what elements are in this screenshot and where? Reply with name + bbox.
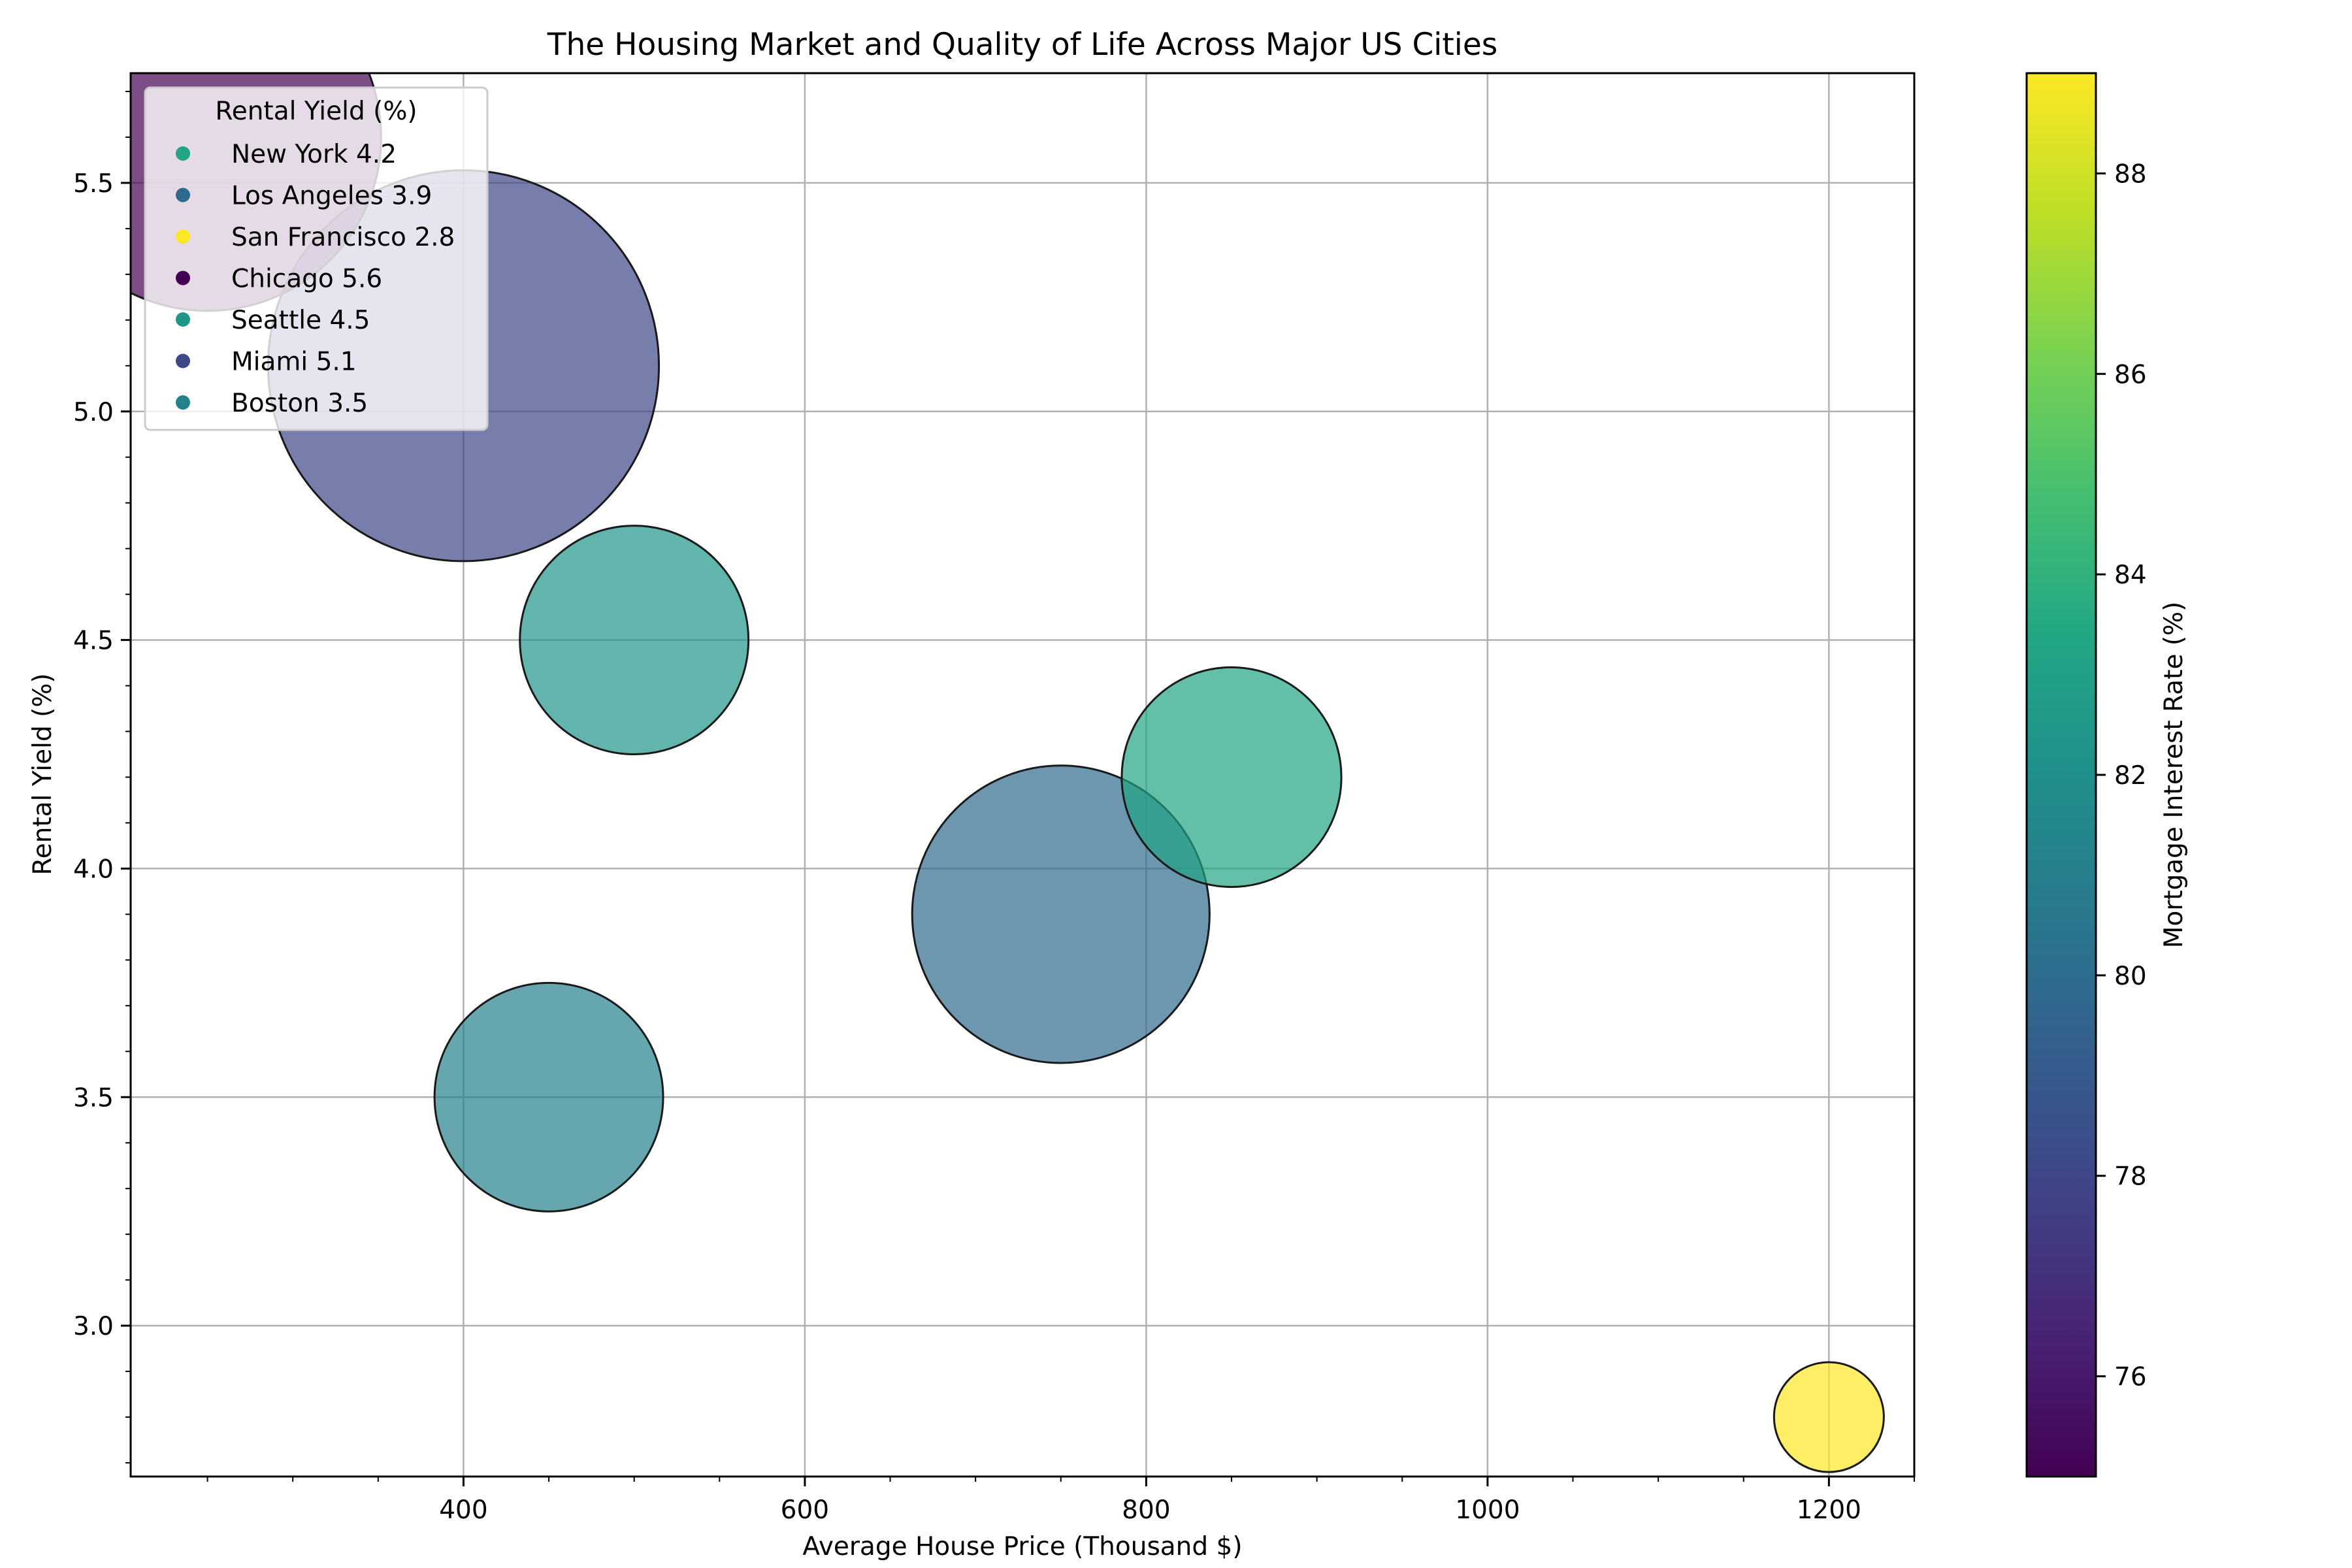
legend-entry-label: Chicago 5.6	[231, 265, 382, 294]
legend-frame	[144, 86, 489, 431]
x-tick-label: 800	[1122, 1495, 1170, 1525]
bubble-san-francisco	[1772, 1361, 1885, 1473]
legend-marker	[176, 353, 190, 368]
colorbar-label: Mortgage Interest Rate (%)	[2159, 602, 2189, 949]
legend-marker	[176, 146, 190, 161]
legend-entry-label: New York 4.2	[231, 140, 397, 169]
legend: Rental Yield (%) New York 4.2 Los Angeles…	[144, 86, 489, 431]
legend-entry-label: Los Angeles 3.9	[231, 182, 432, 211]
legend-entry-label: Seattle 4.5	[231, 306, 370, 335]
x-tick-label: 600	[781, 1495, 829, 1525]
colorbar: Mortgage Interest Rate (%) 76 78 80 82 84 86 8…	[2025, 72, 2189, 1478]
colorbar-gradient	[2025, 72, 2097, 1478]
colorbar-tick-label: 86	[2114, 360, 2147, 389]
colorbar-tick-label: 84	[2114, 561, 2147, 590]
bubble-boston	[433, 981, 664, 1213]
chart-title: The Housing Market and Quality of Life A…	[547, 27, 1497, 63]
plot-frame	[129, 72, 1916, 1478]
colorbar-tick-label: 88	[2114, 159, 2147, 189]
legend-entry-label: San Francisco 2.8	[231, 223, 455, 252]
colorbar-tick-label: 76	[2114, 1363, 2147, 1392]
y-tick-label: 3.5	[73, 1083, 114, 1113]
y-tick-label: 3.0	[73, 1312, 114, 1341]
x-tick-label: 400	[439, 1495, 487, 1525]
legend-title: Rental Yield (%)	[215, 97, 417, 126]
y-tick-label: 5.0	[73, 398, 114, 427]
colorbar-tick-label: 78	[2114, 1162, 2147, 1192]
legend-entry-label: Boston 3.5	[231, 389, 368, 418]
y-tick-label: 4.0	[73, 855, 114, 884]
x-axis-ticks: 400 600 800 1000 1200	[206, 1477, 1915, 1525]
x-axis-label: Average House Price (Thousand $)	[802, 1532, 1242, 1561]
y-tick-label: 5.5	[73, 169, 114, 199]
legend-entry-label: Miami 5.1	[231, 348, 357, 377]
y-tick-label: 4.5	[73, 627, 114, 656]
y-axis-label: Rental Yield (%)	[28, 673, 57, 875]
legend-marker	[176, 312, 190, 327]
bubble-seattle	[519, 525, 750, 756]
y-axis-ticks: 3.0 3.5 4.0 4.5 5.0 5.5	[73, 90, 131, 1464]
x-tick-label: 1200	[1797, 1495, 1861, 1525]
x-tick-label: 1000	[1455, 1495, 1520, 1525]
bubble-los-angeles	[911, 764, 1211, 1064]
legend-marker	[176, 229, 190, 244]
colorbar-tick-label: 82	[2114, 761, 2147, 791]
legend-marker	[176, 270, 190, 286]
legend-marker	[176, 188, 190, 203]
colorbar-tick-label: 80	[2114, 962, 2147, 991]
legend-marker	[176, 395, 190, 410]
bubble-new-york	[1120, 666, 1343, 889]
